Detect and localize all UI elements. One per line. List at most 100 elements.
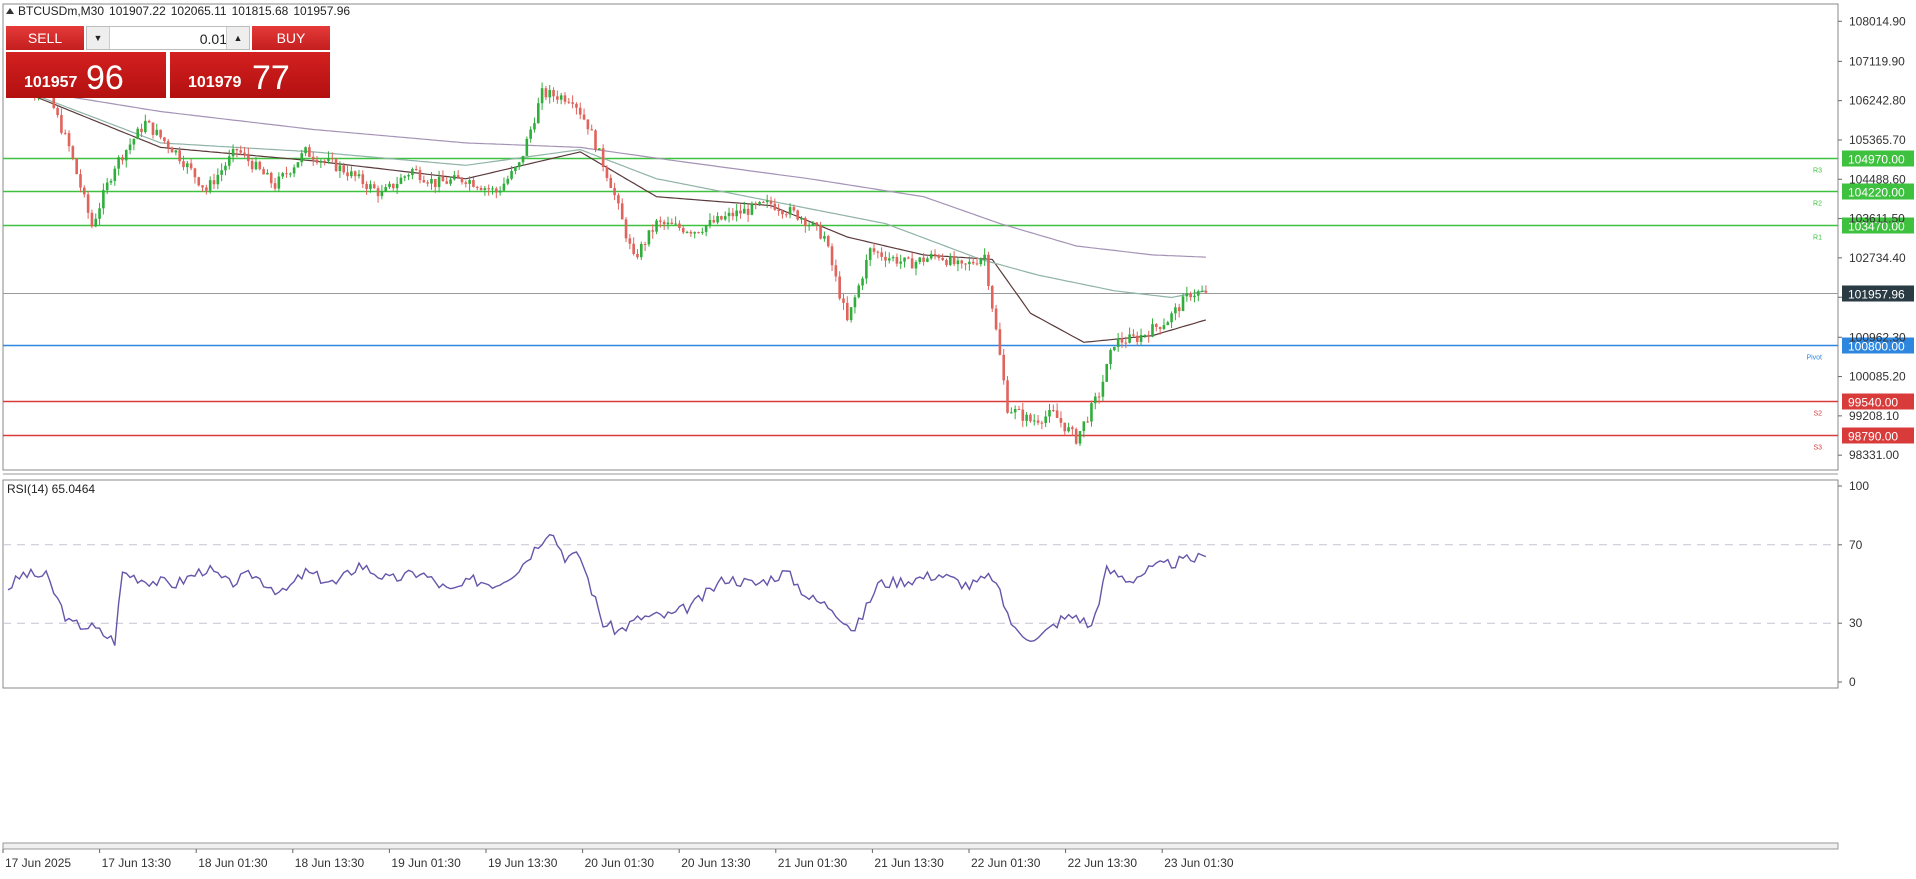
candle-body	[430, 179, 433, 184]
candle-body	[426, 182, 429, 184]
lot-decrease-arrow-icon[interactable]: ▼	[87, 27, 110, 49]
candle-body	[586, 119, 590, 130]
candle-body	[1116, 338, 1120, 347]
candle-body	[1074, 429, 1078, 444]
candle-body	[334, 159, 338, 172]
rsi-tick-label: 70	[1849, 538, 1863, 552]
candle-body	[395, 183, 399, 189]
time-tick-label: 18 Jun 01:30	[198, 856, 268, 870]
candle-body	[865, 259, 868, 279]
sell-button[interactable]: SELL	[6, 26, 84, 50]
candle-body	[685, 231, 689, 233]
candle-body	[136, 128, 140, 140]
candle-body	[109, 180, 113, 183]
candle-body	[338, 165, 342, 172]
candle-body	[262, 169, 265, 175]
candle-body	[792, 207, 796, 211]
candle-body	[247, 153, 250, 162]
candle-body	[525, 138, 529, 156]
candle-body	[1128, 334, 1131, 343]
candle-body	[330, 158, 334, 160]
candle-body	[754, 203, 758, 205]
candle-body	[369, 184, 372, 189]
candle-body	[998, 329, 1002, 355]
one-click-trading-panel: SELL ▼ ▲ BUY 101957 96 101979 77	[6, 26, 330, 98]
candle-body	[1196, 291, 1200, 296]
candle-body	[544, 88, 548, 98]
candle-body	[1155, 324, 1158, 328]
candle-body	[1071, 427, 1074, 430]
candle-body	[300, 153, 304, 163]
candle-body	[552, 90, 555, 97]
candle-body	[514, 167, 517, 172]
lot-size-input[interactable]	[111, 28, 229, 50]
candle-body	[346, 172, 349, 177]
candle-body	[460, 177, 464, 183]
candle-body	[502, 183, 506, 191]
candle-body	[796, 210, 800, 220]
candle-body	[1044, 416, 1047, 423]
price-tick-label: 104488.60	[1849, 172, 1906, 186]
candle-body	[536, 103, 540, 124]
candle-body	[231, 148, 235, 157]
candle-body	[311, 156, 315, 160]
candle-body	[681, 227, 685, 233]
price-tick-label: 106242.80	[1849, 94, 1906, 108]
sell-price-button[interactable]: 101957 96	[6, 52, 166, 98]
candle-body	[90, 212, 94, 227]
candle-body	[281, 173, 284, 177]
candle-body	[239, 150, 243, 153]
candle-body	[285, 173, 288, 175]
candle-body	[662, 221, 666, 225]
candle-body	[815, 222, 819, 225]
candle-body	[113, 168, 117, 181]
level-name-5: S3	[1813, 445, 1822, 452]
candle-body	[170, 147, 174, 153]
candle-body	[639, 243, 643, 258]
candle-body	[655, 220, 658, 232]
buy-button[interactable]: BUY	[252, 26, 330, 50]
candle-body	[1200, 290, 1204, 292]
candle-body	[1006, 380, 1009, 413]
candle-body	[758, 201, 761, 205]
candle-body	[643, 243, 647, 245]
candle-body	[781, 211, 784, 215]
candle-body	[949, 256, 952, 265]
candle-body	[540, 88, 544, 104]
candle-body	[567, 101, 571, 103]
candle-body	[422, 180, 426, 183]
candle-body	[872, 248, 876, 252]
candle-body	[823, 236, 826, 239]
candle-body	[952, 256, 956, 265]
candle-body	[929, 254, 933, 259]
candle-body	[323, 160, 326, 162]
time-tick-label: 19 Jun 13:30	[488, 856, 558, 870]
candle-body	[987, 254, 990, 287]
candle-body	[235, 148, 239, 151]
candle-body	[1090, 403, 1093, 422]
candle-body	[842, 298, 845, 303]
candle-body	[807, 225, 811, 227]
candle-body	[1170, 313, 1173, 323]
candle-body	[769, 200, 773, 204]
horizontal-scrollbar[interactable]	[2, 842, 1839, 850]
candle-body	[1189, 293, 1192, 298]
close-value: 101957.96	[293, 4, 351, 18]
candle-body	[159, 129, 162, 138]
lot-increase-arrow-icon[interactable]: ▲	[226, 27, 249, 49]
candle-body	[1109, 350, 1112, 364]
candle-body	[479, 187, 483, 190]
candle-body	[392, 183, 395, 189]
rsi-tick-label: 30	[1849, 616, 1863, 630]
candle-body	[1029, 414, 1032, 422]
main-panel-frame	[2, 3, 1839, 471]
collapse-triangle-icon[interactable]	[6, 8, 14, 14]
candle-body	[1036, 420, 1040, 423]
time-tick-label: 21 Jun 01:30	[778, 856, 848, 870]
buy-price-button[interactable]: 101979 77	[170, 52, 330, 98]
candle-body	[983, 254, 986, 259]
candle-body	[723, 216, 727, 220]
candle-body	[224, 165, 227, 171]
